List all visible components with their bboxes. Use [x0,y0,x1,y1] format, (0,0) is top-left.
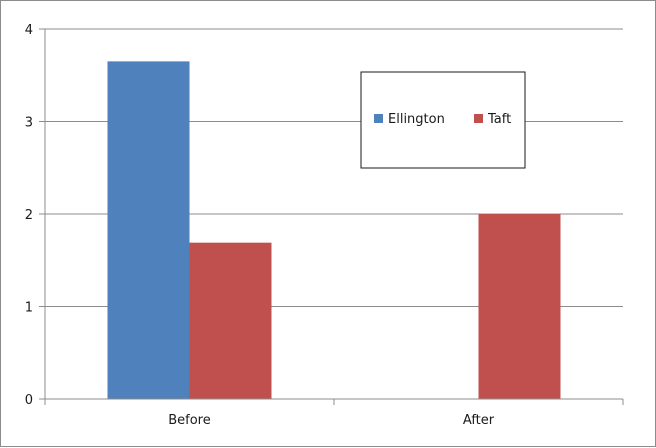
y-tick-label: 1 [25,301,33,316]
y-tick-label: 3 [25,116,33,131]
bar-ellington-before [107,61,190,399]
x-tick-label: After [463,413,495,428]
legend-label-ellington: Ellington [388,112,445,127]
legend: Ellington Taft [360,71,526,169]
legend-label-taft: Taft [487,112,511,127]
bar-taft-after [478,214,561,399]
y-axis-ticks: 0 1 2 3 4 [25,23,45,408]
y-tick-label: 0 [25,393,33,408]
y-tick-label: 4 [25,23,33,38]
bars [107,61,561,399]
x-tick-label: Before [168,413,211,428]
bar-taft-before [189,242,272,399]
y-tick-label: 2 [25,208,33,223]
x-axis-ticks: Before After [44,399,624,428]
legend-swatch-taft [474,114,483,123]
legend-swatch-ellington [374,114,383,123]
legend-box [360,71,526,169]
